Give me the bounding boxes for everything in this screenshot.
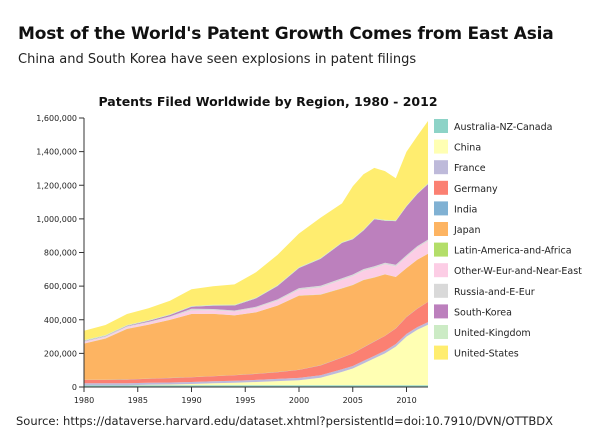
legend-label: Japan xyxy=(453,225,481,236)
legend-swatch xyxy=(434,160,448,174)
x-tick-label: 1990 xyxy=(181,396,201,405)
legend-swatch xyxy=(434,346,448,360)
y-tick-label: 1,200,000 xyxy=(36,181,77,190)
legend-label: Germany xyxy=(454,184,498,195)
legend-label: Russia-and-E-Eur xyxy=(454,287,535,298)
legend-label: China xyxy=(454,143,481,154)
y-tick-label: 400,000 xyxy=(44,316,77,325)
legend-label: Other-W-Eur-and-Near-East xyxy=(454,266,582,277)
x-tick-label: 1995 xyxy=(235,396,255,405)
y-tick-label: 600,000 xyxy=(44,282,77,291)
legend-swatch xyxy=(434,119,448,133)
legend-swatch xyxy=(434,222,448,236)
legend-label: Australia-NZ-Canada xyxy=(454,122,552,133)
y-tick-label: 1,400,000 xyxy=(36,148,77,157)
x-tick-label: 1985 xyxy=(128,396,148,405)
stacked-areas xyxy=(84,121,428,387)
legend-label: South-Korea xyxy=(454,307,512,318)
legend-swatch xyxy=(434,243,448,257)
y-tick-label: 800,000 xyxy=(44,249,77,258)
x-tick-label: 2000 xyxy=(289,396,309,405)
legend-swatch xyxy=(434,181,448,195)
y-tick-label: 1,000,000 xyxy=(36,215,77,224)
legend-swatch xyxy=(434,263,448,277)
y-tick-label: 200,000 xyxy=(44,349,77,358)
legend-label: India xyxy=(454,204,477,215)
legend-label: United-States xyxy=(454,349,519,360)
legend-label: United-Kingdom xyxy=(454,328,531,339)
x-tick-label: 2005 xyxy=(343,396,363,405)
legend-label: France xyxy=(454,163,486,174)
legend-swatch xyxy=(434,325,448,339)
chart-legend: Australia-NZ-Canada China France Germany Ind… xyxy=(434,119,582,360)
chart-title: Patents Filed Worldwide by Region, 1980 … xyxy=(98,94,437,109)
y-tick-label: 1,600,000 xyxy=(36,114,77,123)
legend-swatch xyxy=(434,201,448,215)
legend-swatch xyxy=(434,304,448,318)
legend-label: Latin-America-and-Africa xyxy=(454,246,572,257)
legend-swatch xyxy=(434,284,448,298)
x-tick-label: 2010 xyxy=(396,396,416,405)
x-tick-label: 1980 xyxy=(74,396,94,405)
legend-swatch xyxy=(434,140,448,154)
source-note: Source: https://dataverse.harvard.edu/da… xyxy=(16,414,553,428)
y-tick-label: 0 xyxy=(72,383,77,392)
